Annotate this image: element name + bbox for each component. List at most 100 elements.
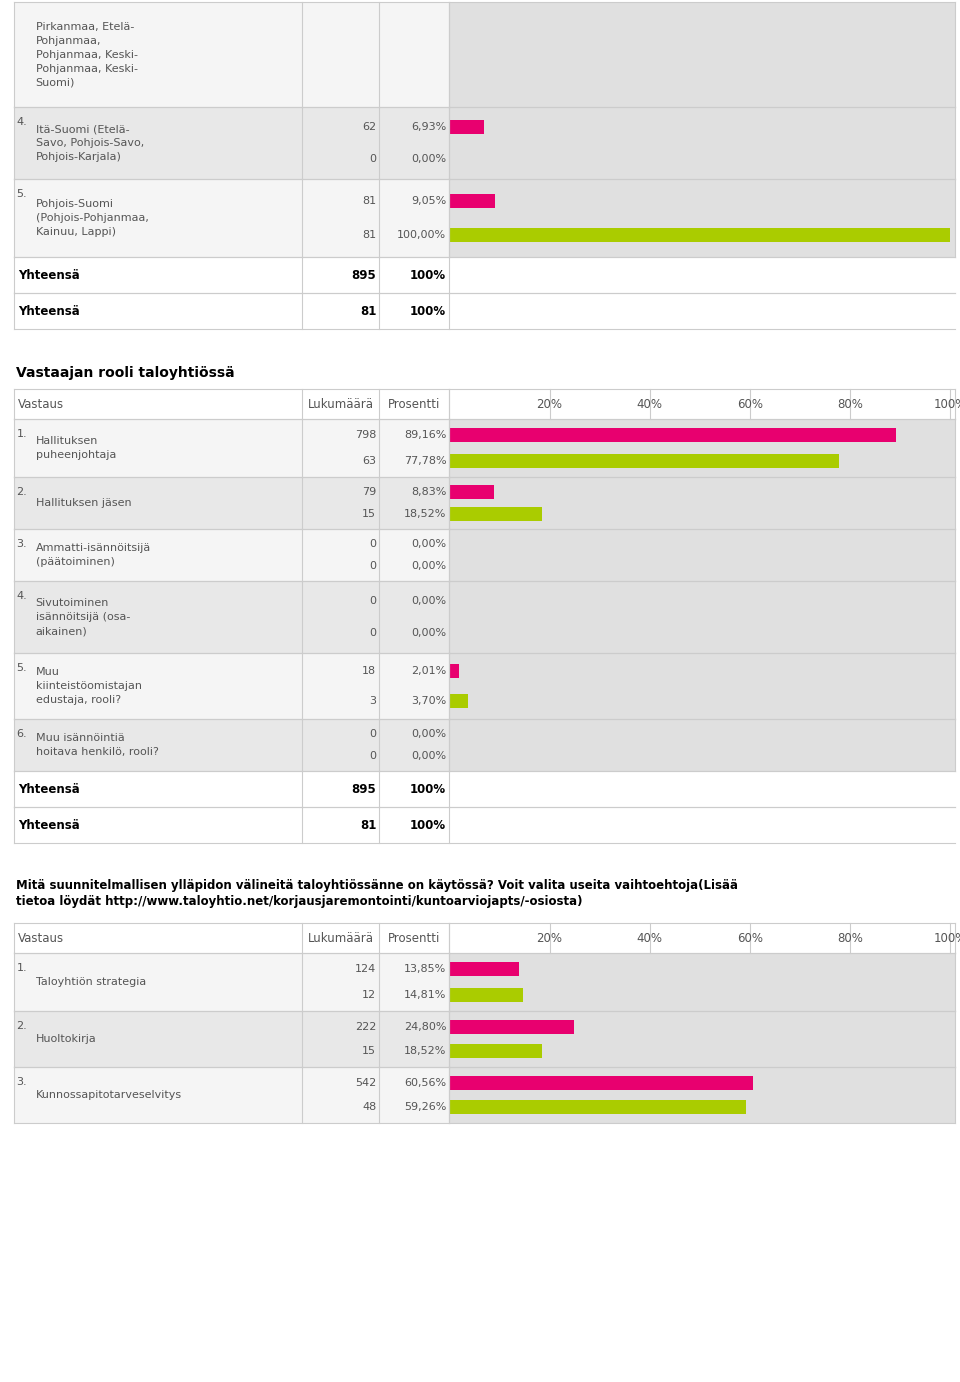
Text: Lukumäärä: Lukumäärä: [308, 931, 373, 944]
Bar: [449, 988, 523, 1002]
Text: Lukumäärä: Lukumäärä: [308, 398, 373, 410]
Text: hoitava henkilö, rooli?: hoitava henkilö, rooli?: [36, 748, 158, 757]
Text: 0,00%: 0,00%: [411, 752, 446, 761]
Bar: [449, 419, 955, 477]
Text: 40%: 40%: [636, 398, 662, 410]
Bar: [449, 654, 955, 719]
Bar: [302, 1067, 379, 1124]
Bar: [379, 419, 449, 477]
Bar: [449, 1067, 955, 1124]
Text: 0,00%: 0,00%: [411, 539, 446, 549]
Bar: [14, 529, 302, 580]
Text: 100%: 100%: [410, 304, 446, 318]
Bar: [449, 962, 518, 976]
Text: Muu: Muu: [36, 668, 60, 677]
Bar: [302, 477, 379, 529]
Text: 24,80%: 24,80%: [404, 1021, 446, 1032]
Text: 0: 0: [370, 752, 376, 761]
Bar: [449, 580, 955, 654]
Text: 3,70%: 3,70%: [411, 695, 446, 706]
Text: Hallituksen jäsen: Hallituksen jäsen: [36, 498, 132, 509]
Text: 89,16%: 89,16%: [404, 430, 446, 441]
Text: 20%: 20%: [537, 398, 563, 410]
Text: 60,56%: 60,56%: [404, 1078, 446, 1088]
Text: 40%: 40%: [636, 931, 662, 944]
Bar: [302, 419, 379, 477]
Text: 1.: 1.: [16, 428, 27, 439]
Bar: [379, 1012, 449, 1067]
Bar: [379, 106, 449, 180]
Text: 8,83%: 8,83%: [411, 486, 446, 496]
Text: 79: 79: [362, 486, 376, 496]
Text: Sivutoiminen: Sivutoiminen: [36, 598, 109, 608]
Bar: [14, 771, 449, 807]
Text: Pohjois-Suomi: Pohjois-Suomi: [36, 199, 113, 209]
Text: Yhteensä: Yhteensä: [18, 268, 80, 282]
Text: puheenjohtaja: puheenjohtaja: [36, 451, 116, 460]
Text: 60%: 60%: [737, 398, 763, 410]
Text: 0,00%: 0,00%: [411, 561, 446, 571]
Text: 4.: 4.: [16, 117, 27, 127]
Text: 0,00%: 0,00%: [411, 596, 446, 607]
Text: Prosentti: Prosentti: [388, 931, 441, 944]
Bar: [14, 954, 302, 1012]
Bar: [449, 1045, 542, 1059]
Text: 59,26%: 59,26%: [404, 1103, 446, 1113]
Text: 1.: 1.: [16, 963, 27, 973]
Bar: [14, 293, 449, 329]
Text: 895: 895: [351, 268, 376, 282]
Text: Kainuu, Lappi): Kainuu, Lappi): [36, 227, 115, 236]
Text: 542: 542: [355, 1078, 376, 1088]
Text: 18,52%: 18,52%: [404, 510, 446, 520]
Text: Taloyhtiön strategia: Taloyhtiön strategia: [36, 977, 146, 987]
Bar: [302, 1, 379, 106]
Bar: [379, 477, 449, 529]
Text: 48: 48: [362, 1103, 376, 1113]
Text: kiinteistöomistajan: kiinteistöomistajan: [36, 681, 142, 691]
Bar: [449, 1020, 573, 1034]
Text: 0,00%: 0,00%: [411, 627, 446, 638]
Text: Pohjanmaa,: Pohjanmaa,: [36, 36, 101, 46]
Text: 14,81%: 14,81%: [404, 990, 446, 999]
Text: Yhteensä: Yhteensä: [18, 304, 80, 318]
Bar: [449, 1100, 746, 1114]
Bar: [14, 1, 302, 106]
Text: Itä-Suomi (Etelä-: Itä-Suomi (Etelä-: [36, 124, 130, 134]
Text: Kunnossapitotarveselvitys: Kunnossapitotarveselvitys: [36, 1090, 181, 1100]
Text: Yhteensä: Yhteensä: [18, 818, 80, 832]
Text: 0: 0: [370, 153, 376, 164]
Text: Yhteensä: Yhteensä: [18, 782, 80, 796]
Text: 798: 798: [355, 430, 376, 441]
Text: 81: 81: [362, 231, 376, 240]
Bar: [449, 1, 955, 106]
Text: (Pohjois-Pohjanmaa,: (Pohjois-Pohjanmaa,: [36, 213, 149, 223]
Text: 6,93%: 6,93%: [411, 122, 446, 133]
Bar: [302, 1012, 379, 1067]
Bar: [379, 580, 449, 654]
Text: 18,52%: 18,52%: [404, 1046, 446, 1056]
Text: 6.: 6.: [16, 728, 27, 739]
Text: 77,78%: 77,78%: [403, 456, 446, 466]
Text: edustaja, rooli?: edustaja, rooli?: [36, 695, 121, 705]
Text: Vastaus: Vastaus: [18, 931, 64, 944]
Text: 81: 81: [362, 196, 376, 206]
Text: Vastaus: Vastaus: [18, 398, 64, 410]
Bar: [449, 507, 542, 521]
Bar: [449, 428, 896, 442]
Text: 20%: 20%: [537, 931, 563, 944]
Bar: [379, 529, 449, 580]
Bar: [449, 1075, 753, 1089]
Text: 222: 222: [355, 1021, 376, 1032]
Text: 100%: 100%: [410, 818, 446, 832]
Text: 0,00%: 0,00%: [411, 728, 446, 738]
Bar: [302, 719, 379, 771]
Text: Suomi): Suomi): [36, 77, 75, 87]
Text: 18: 18: [362, 666, 376, 676]
Bar: [449, 719, 955, 771]
Bar: [14, 654, 302, 719]
Bar: [14, 1012, 302, 1067]
Bar: [449, 228, 950, 242]
Text: 124: 124: [355, 965, 376, 974]
Bar: [302, 529, 379, 580]
Text: 15: 15: [362, 510, 376, 520]
